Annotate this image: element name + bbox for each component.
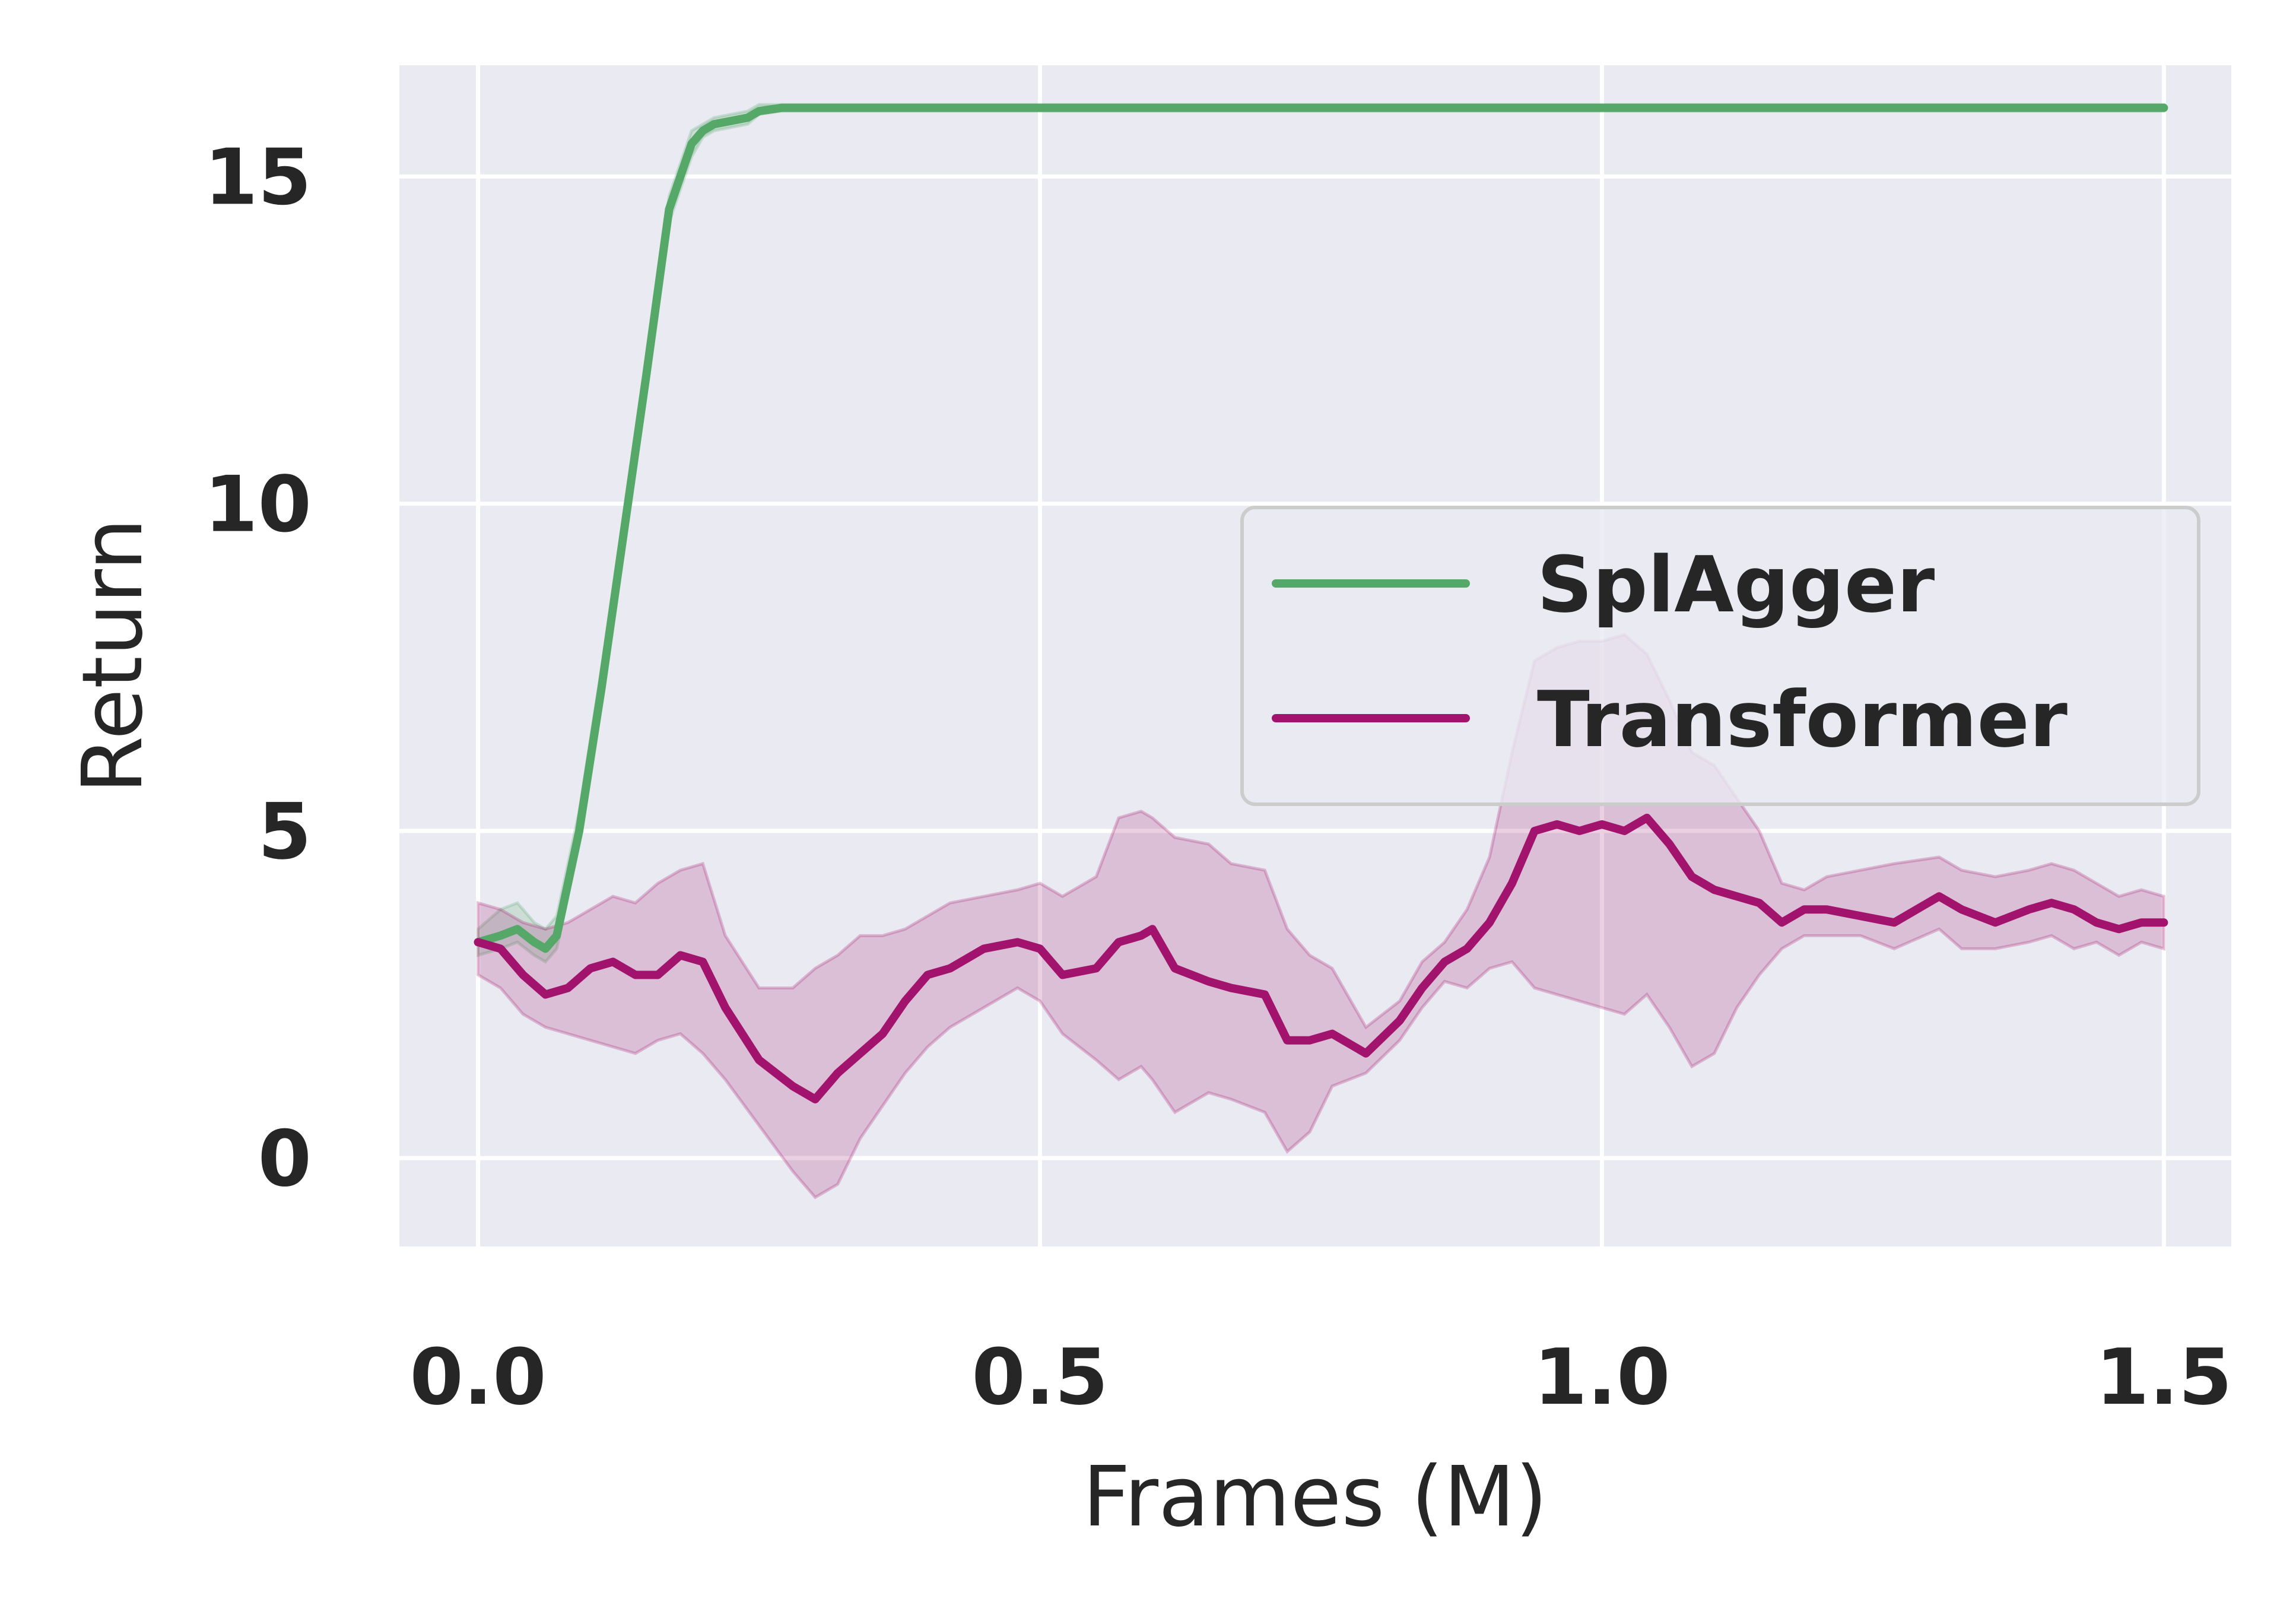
y-tick-label: 15 bbox=[204, 132, 312, 222]
transformer-band bbox=[477, 633, 2165, 1200]
transformer-line bbox=[474, 813, 2168, 1103]
x-axis-ticks: 0.0 0.5 1.0 1.5 bbox=[409, 1332, 2232, 1422]
x-tick-label: 0.5 bbox=[971, 1332, 1108, 1422]
y-tick-label: 5 bbox=[258, 786, 312, 877]
splagger-line bbox=[474, 103, 2168, 953]
x-tick-label: 1.5 bbox=[2095, 1332, 2232, 1422]
y-tick-label: 0 bbox=[258, 1114, 312, 1204]
legend: SplAgger Transformer bbox=[1240, 506, 2200, 806]
y-axis-title: Return bbox=[65, 518, 161, 794]
x-tick-label: 1.0 bbox=[1533, 1332, 1670, 1422]
x-tick-label: 0.0 bbox=[409, 1332, 546, 1422]
legend-label-transformer: Transformer bbox=[1537, 674, 2068, 764]
x-axis-title: Frames (M) bbox=[1082, 1449, 1548, 1546]
y-axis-ticks: 0 5 10 15 bbox=[204, 132, 312, 1204]
legend-label-splagger: SplAgger bbox=[1537, 540, 1935, 630]
series-lines bbox=[474, 103, 2168, 1103]
legend-frame bbox=[1240, 506, 2200, 806]
y-tick-label: 10 bbox=[204, 459, 312, 550]
